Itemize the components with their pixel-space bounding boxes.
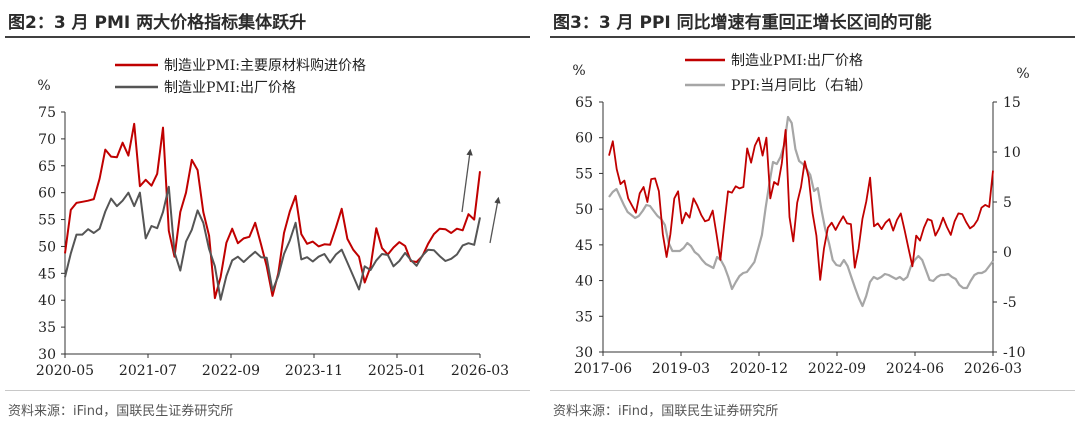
source-note-left: 资料来源：iFind，国联民生证券研究所 [8, 404, 234, 419]
x-tick-label: 2023-11 [285, 363, 343, 379]
y-tick-label-left: 50 [575, 202, 593, 218]
legend-label: 制造业PMI:主要原材料购进价格 [164, 58, 366, 74]
y-tick-label: 70 [38, 132, 56, 148]
y-tick-label: 60 [38, 186, 56, 202]
y-tick-label-left: 35 [575, 309, 593, 325]
y-tick-label-right: -10 [1003, 345, 1026, 361]
y-tick-label-left: 60 [575, 131, 593, 147]
y-tick-label-left: 65 [575, 95, 593, 111]
series-line-output-price [608, 129, 994, 281]
x-tick-label: 2020-12 [730, 361, 788, 377]
chart-panel-right: 图3：3 月 PPI 同比增速有重回正增长区间的可能 %% 30 35 40 45 50 5… [545, 0, 1080, 430]
series-line-ppi-yoy [608, 115, 994, 308]
source-rule-right [550, 390, 1075, 391]
source-note-right: 资料来源：iFind，国联民生证券研究所 [553, 404, 779, 419]
y-tick-label-right: -5 [1003, 295, 1017, 311]
x-tick-label: 2021-07 [119, 363, 177, 379]
y-tick-label-right: 10 [1003, 145, 1021, 161]
x-tick-label: 2019-03 [652, 361, 710, 377]
chart-title-left: 图2：3 月 PMI 两大价格指标集体跃升 [8, 13, 307, 33]
pmi-price-chart: % 30 35 40 45 50 55 60 65 70 75 2020-05 2021-07 2022-… [36, 58, 509, 379]
upward-arrow [461, 148, 473, 213]
y-tick-label-right: 15 [1003, 95, 1021, 111]
y-tick-label-right: 5 [1003, 195, 1012, 211]
ppi-pmi-chart: % % 30 35 40 45 50 55 60 65 -10 -5 0 5 10 15 2017-06 2019… [572, 53, 1029, 377]
x-tick-label: 2022-09 [202, 363, 260, 379]
title-rule-left [5, 36, 530, 38]
y-tick-label-left: 45 [575, 238, 593, 254]
x-tick-label: 2026-03 [451, 363, 509, 379]
series-line-raw-material-price [64, 122, 481, 300]
y-tick-label: 75 [38, 105, 56, 121]
y-tick-label: 40 [38, 293, 56, 309]
legend-label: 制造业PMI:出厂价格 [164, 80, 296, 96]
x-tick-label: 2026-03 [964, 361, 1022, 377]
chart-title-right: 图3：3 月 PPI 同比增速有重回正增长区间的可能 [553, 13, 932, 33]
chart-panel-left: 图2：3 月 PMI 两大价格指标集体跃升 % 30 35 40 45 50 55 60 65 7… [0, 0, 535, 430]
y-tick-label: 65 [38, 159, 56, 175]
y-tick-label: 55 [38, 213, 56, 229]
title-rule-right [550, 36, 1075, 38]
legend-label: 制造业PMI:出厂价格 [731, 53, 863, 69]
y-tick-label-right: 0 [1003, 245, 1012, 261]
x-tick-label: 2017-06 [574, 361, 632, 377]
y-tick-label: 30 [38, 347, 56, 363]
y-axis-unit-left: % [572, 63, 585, 79]
x-tick-label: 2025-01 [368, 363, 426, 379]
upward-arrow [489, 196, 501, 244]
y-tick-label: 35 [38, 320, 56, 336]
source-rule-left [5, 390, 530, 391]
y-axis-unit: % [37, 78, 50, 94]
y-tick-label-left: 40 [575, 274, 593, 290]
x-tick-label: 2020-05 [36, 363, 94, 379]
y-tick-label: 50 [38, 239, 56, 255]
legend-label: PPI:当月同比（右轴） [731, 78, 872, 94]
x-tick-label: 2024-06 [886, 361, 944, 377]
y-tick-label-left: 55 [575, 166, 593, 182]
y-tick-label: 45 [38, 266, 56, 282]
y-axis-unit-right: % [1016, 66, 1029, 82]
y-tick-label-left: 30 [575, 345, 593, 361]
x-tick-label: 2022-09 [808, 361, 866, 377]
series-line-output-price [64, 185, 481, 301]
